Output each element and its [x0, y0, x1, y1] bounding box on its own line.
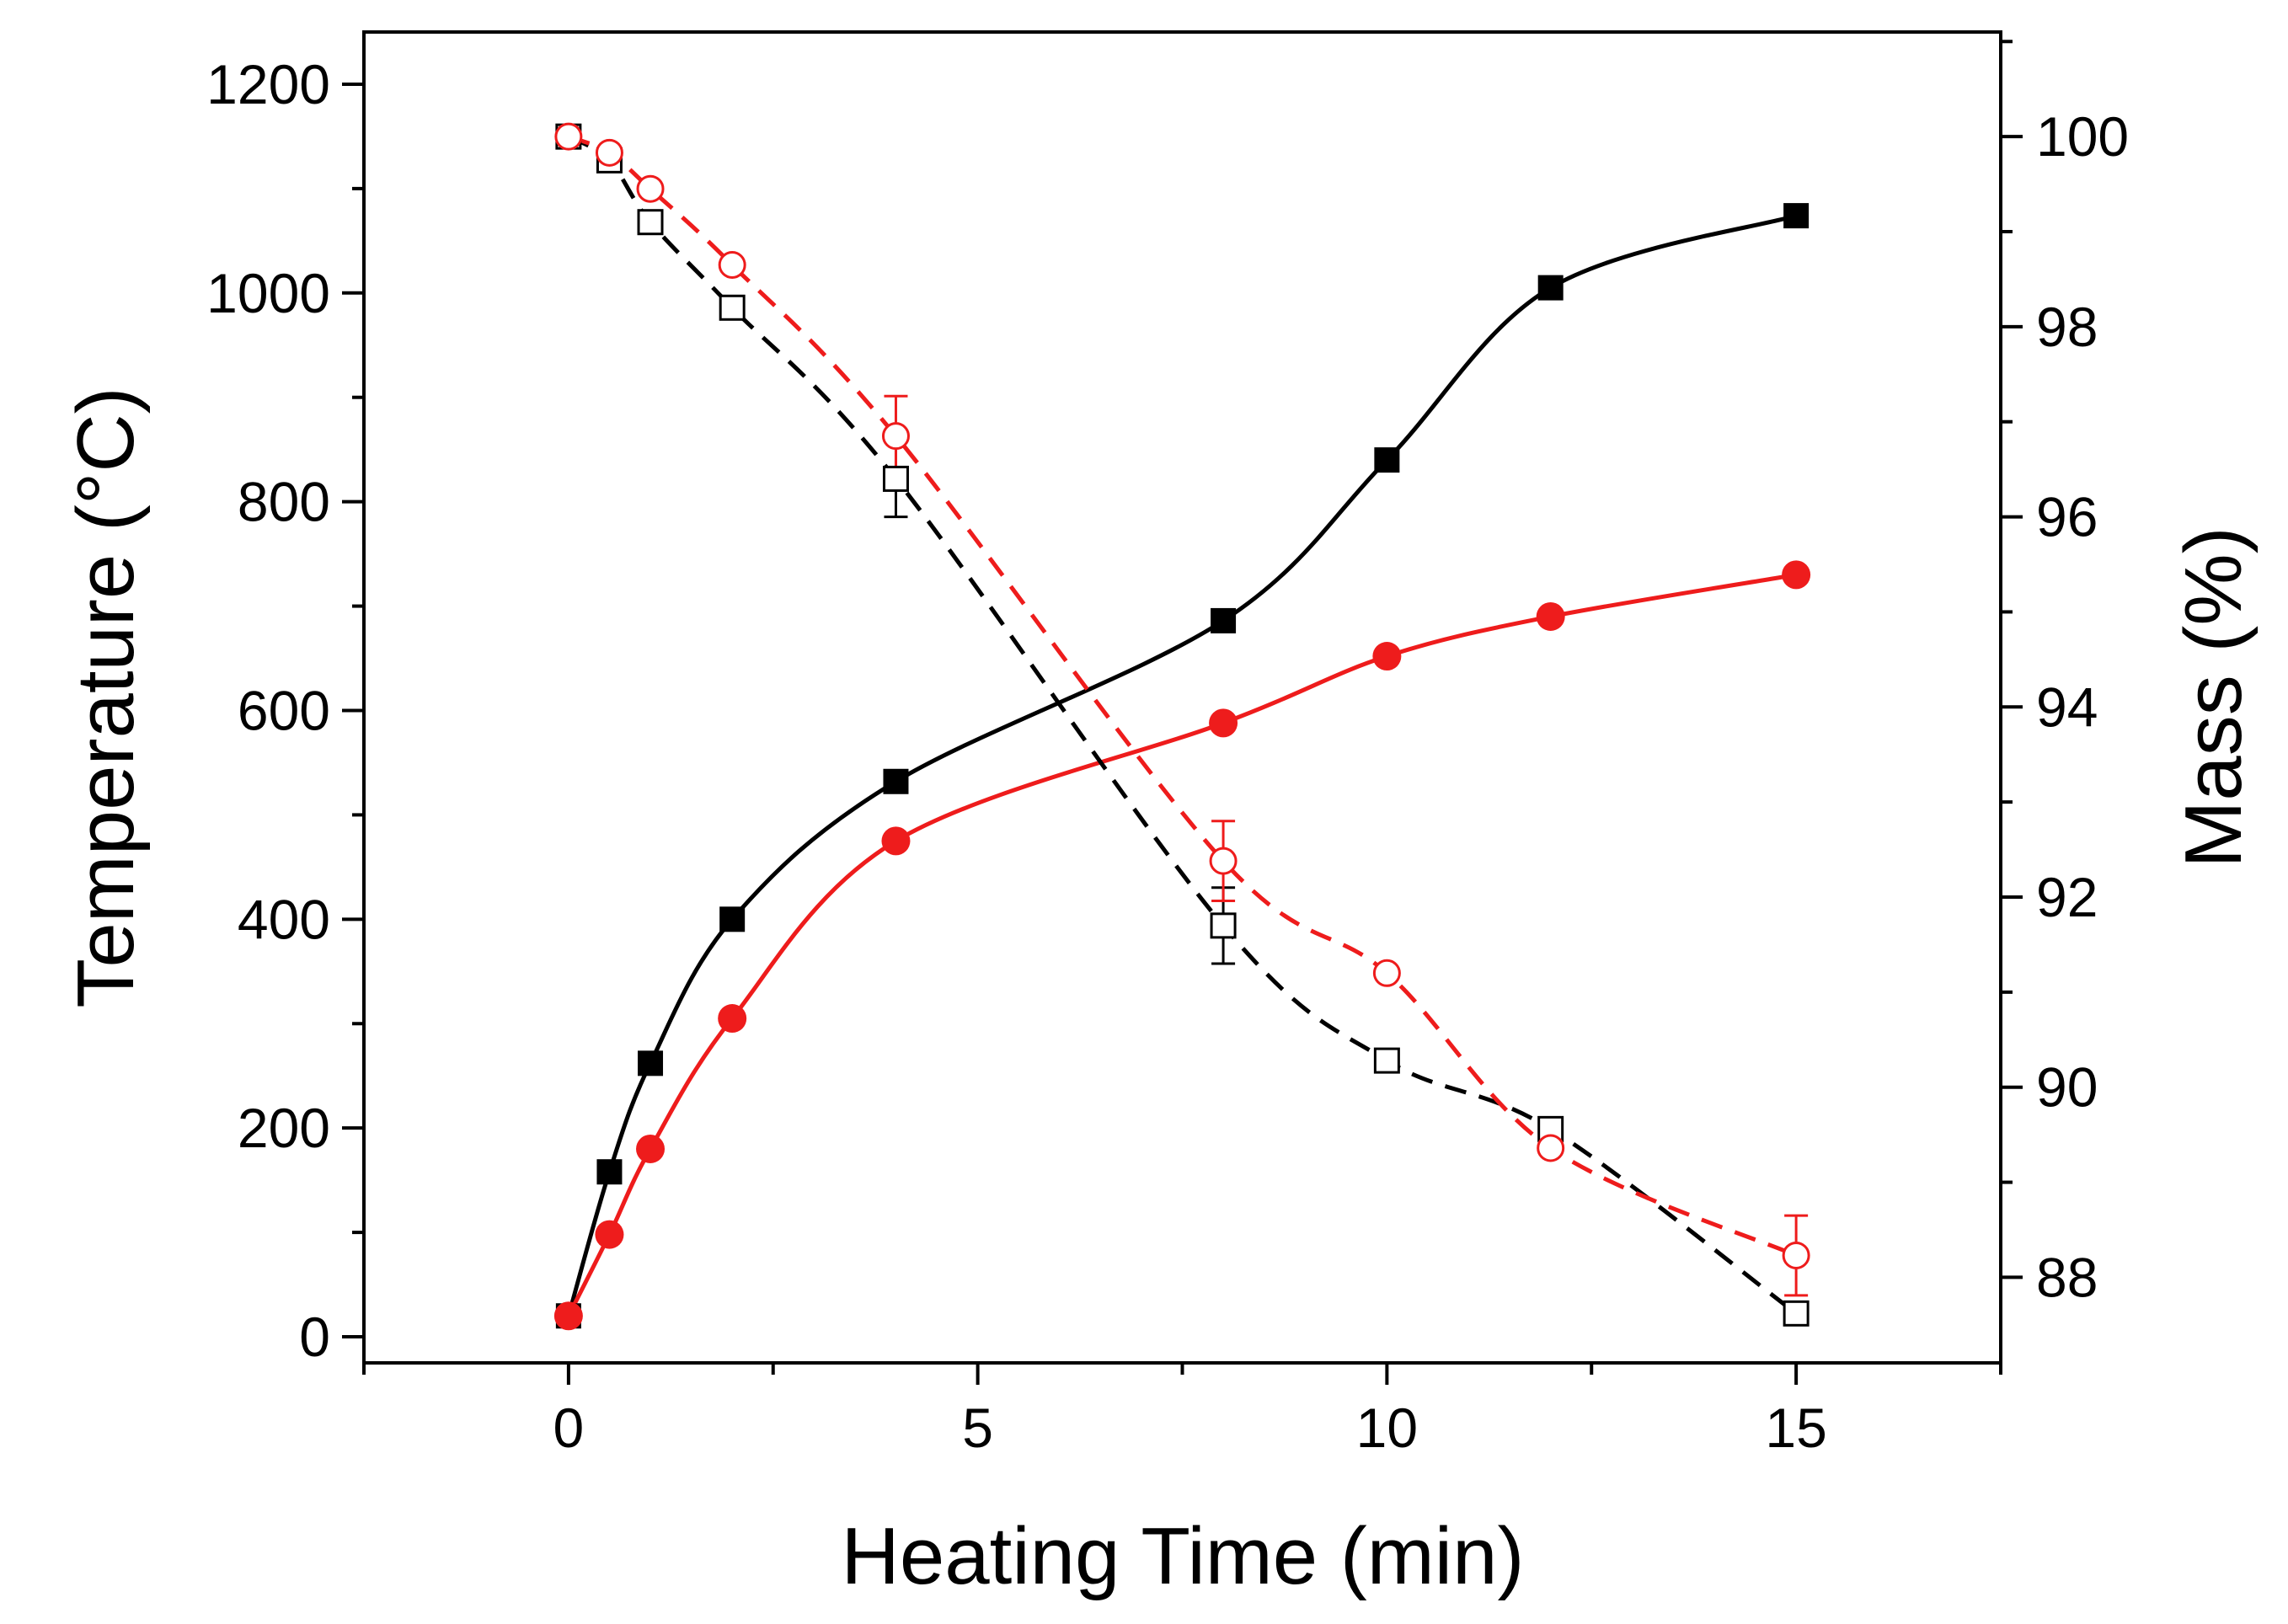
x-axis-title: Heating Time (min)	[842, 1511, 1525, 1601]
data-point-square	[596, 1159, 623, 1185]
y-axis-left-title: Temperature (°C)	[61, 387, 151, 1007]
data-point-square-open	[1783, 1300, 1810, 1327]
data-point-square-open	[1210, 912, 1237, 939]
series-line-1	[566, 572, 1797, 1317]
data-point-circle-open	[595, 138, 623, 167]
y-axis-right-title: Mass (%)	[2168, 526, 2259, 868]
series-line-3	[567, 134, 1798, 1258]
data-point-circle-open	[881, 422, 910, 451]
data-point-circle-open	[1537, 1134, 1565, 1162]
data-point-circle-open	[636, 174, 665, 203]
y-right-tick-label: 94	[2036, 676, 2098, 738]
y-left-tick-label: 400	[238, 888, 330, 950]
data-point-circle-open	[1782, 1241, 1810, 1269]
data-point-square	[638, 1050, 664, 1076]
data-point-circle-open	[1209, 847, 1238, 875]
data-point-circle	[1536, 601, 1565, 631]
data-point-square	[883, 768, 909, 794]
x-tick-label: 5	[962, 1397, 993, 1459]
data-point-circle	[1372, 642, 1402, 671]
data-point-circle	[718, 1004, 747, 1034]
data-point-square	[1783, 203, 1810, 229]
x-tick-label: 15	[1765, 1397, 1826, 1459]
data-markers	[553, 122, 1811, 1331]
y-right-tick-label: 90	[2036, 1056, 2098, 1119]
y-right-tick-label: 88	[2036, 1246, 2098, 1308]
data-point-circle	[1209, 708, 1238, 738]
data-point-circle	[553, 1301, 583, 1331]
data-point-square-open	[637, 209, 664, 236]
y-right-tick-label: 96	[2036, 486, 2098, 548]
data-point-square	[1537, 275, 1564, 301]
data-point-circle	[595, 1220, 624, 1249]
y-left-tick-label: 200	[238, 1097, 330, 1159]
x-tick-label: 0	[553, 1397, 585, 1459]
y-left-tick-label: 1200	[206, 53, 330, 115]
data-point-circle	[636, 1134, 666, 1163]
data-point-square	[719, 906, 746, 932]
y-left-tick-label: 1000	[206, 262, 330, 324]
data-point-circle	[1782, 560, 1811, 590]
axis-ticks: 0 5 10 15 0 200 400 600 800 1000 1200 88 90 92 94 96 98 1…	[206, 40, 2129, 1459]
data-point-square	[1211, 607, 1237, 633]
error-bars	[639, 211, 1809, 1297]
data-point-circle-open	[554, 122, 583, 151]
y-right-tick-label: 98	[2036, 296, 2098, 358]
y-left-tick-label: 0	[299, 1306, 330, 1368]
y-right-tick-label: 100	[2036, 105, 2129, 168]
series-curves	[566, 134, 1798, 1317]
data-point-circle-open	[718, 251, 746, 279]
data-point-circle-open	[1372, 959, 1401, 987]
series-line-2	[567, 134, 1798, 1316]
x-tick-label: 10	[1356, 1397, 1418, 1459]
data-point-square-open	[882, 465, 909, 492]
y-right-tick-label: 92	[2036, 866, 2098, 928]
data-point-square-open	[1373, 1047, 1400, 1074]
series-line-0	[566, 213, 1797, 1317]
data-point-square	[1374, 447, 1400, 473]
data-point-circle	[881, 826, 911, 856]
data-point-square-open	[719, 294, 746, 321]
y-left-tick-label: 800	[238, 471, 330, 533]
y-left-tick-label: 600	[238, 679, 330, 741]
